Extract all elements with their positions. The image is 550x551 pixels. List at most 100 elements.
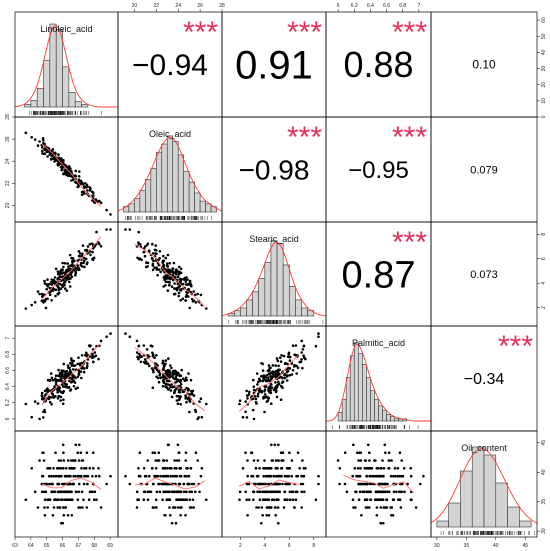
scatter-point — [153, 356, 156, 360]
scatter-point — [382, 467, 386, 470]
scatter-point — [161, 260, 165, 263]
scatter-point — [73, 381, 77, 384]
scatter-point — [295, 490, 299, 494]
scatter-point — [49, 396, 53, 399]
scatter-point — [274, 459, 278, 462]
tick-label: 40 — [493, 543, 499, 549]
scatter-point — [142, 498, 146, 502]
scatter-point — [301, 366, 304, 370]
scatter-point — [53, 490, 57, 494]
scatter-point — [36, 290, 40, 293]
histogram-bar — [139, 189, 146, 213]
scatter-point — [280, 354, 283, 357]
scatter-point — [357, 459, 360, 462]
scatter-point — [43, 152, 47, 156]
scatter-point — [252, 498, 255, 502]
scatter-point — [65, 278, 68, 282]
scatter-point — [258, 467, 261, 470]
scatter-point — [302, 344, 306, 348]
scatter-point — [270, 402, 273, 406]
scatter-point — [261, 369, 265, 372]
scatter-point — [99, 245, 103, 248]
smoother-line — [238, 479, 299, 490]
scatter-point — [86, 482, 89, 486]
scatter-point — [66, 514, 70, 517]
scatter-point — [60, 498, 63, 502]
scatter-point — [366, 490, 370, 494]
scatter-point — [164, 482, 168, 486]
scatter-point — [78, 252, 82, 255]
scatter-point — [199, 397, 203, 401]
scatter-point — [251, 474, 255, 478]
correlation-value: 0.079 — [470, 164, 498, 176]
scatter-point — [82, 370, 86, 374]
scatter-point — [167, 387, 170, 391]
scatter-point — [61, 383, 64, 386]
tick-label: 6 — [5, 417, 11, 420]
scatter-point — [368, 459, 371, 462]
scatter-point — [52, 506, 56, 509]
scatter-point — [267, 490, 270, 494]
scatter-point — [150, 256, 154, 260]
scatter-point — [41, 396, 44, 399]
scatter-point — [84, 351, 88, 355]
scatter-point — [378, 498, 381, 502]
scatter-point — [148, 364, 151, 368]
scatter-point — [185, 400, 188, 404]
scatter-point — [262, 376, 265, 380]
scatter-point — [156, 273, 159, 277]
scatter-point — [262, 397, 265, 400]
scatter-point — [409, 474, 413, 478]
histogram-bar — [30, 100, 38, 108]
tick-label: 68 — [91, 543, 97, 549]
scatter-point — [61, 490, 64, 494]
scatter-point — [92, 201, 96, 204]
scatter-point — [274, 514, 278, 517]
scatter-point — [68, 362, 72, 365]
scatter-point — [153, 451, 157, 455]
scatter-point — [105, 335, 108, 339]
scatter-point — [198, 400, 201, 403]
significance-stars: *** — [183, 16, 218, 49]
scatter-point — [369, 498, 373, 502]
scatter-point — [50, 299, 53, 302]
tick-label: 6 — [337, 3, 340, 9]
histogram-bar — [337, 411, 343, 422]
scatter-point — [156, 376, 160, 380]
scatter-point — [185, 293, 188, 297]
scatter-point — [177, 451, 180, 455]
density-curve — [325, 343, 431, 422]
scatter-point — [67, 265, 70, 268]
scatter-point — [80, 180, 83, 183]
scatter-point — [33, 490, 37, 494]
scatter-point — [124, 332, 127, 335]
scatter-point — [414, 506, 418, 509]
histogram-bar — [288, 286, 296, 317]
scatter-point — [57, 286, 60, 289]
scatter-point — [270, 377, 273, 381]
scatter-point — [163, 474, 167, 478]
scatter-point — [281, 459, 285, 462]
scatter-point — [256, 392, 260, 396]
scatter-point — [345, 490, 349, 494]
scatter-point — [87, 344, 91, 347]
scatter-point — [153, 248, 157, 252]
histogram-bar — [301, 307, 308, 317]
density-curve — [117, 136, 223, 212]
scatter-point — [368, 451, 371, 455]
scatter-point — [270, 459, 274, 462]
scatter-point — [90, 190, 94, 194]
scatter-point — [187, 295, 190, 298]
scatter-point — [272, 388, 276, 392]
scatter-point — [56, 467, 59, 470]
scatter-point — [109, 332, 112, 335]
scatter-point — [274, 389, 278, 392]
scatter-point — [385, 498, 389, 502]
scatter-point — [179, 267, 183, 271]
tick-label: 6.4 — [5, 383, 11, 390]
scatter-point — [91, 474, 94, 478]
tick-label: 30 — [434, 543, 440, 549]
smoother-line — [135, 477, 206, 490]
histogram-bar — [156, 151, 163, 213]
scatter-point — [351, 474, 355, 478]
